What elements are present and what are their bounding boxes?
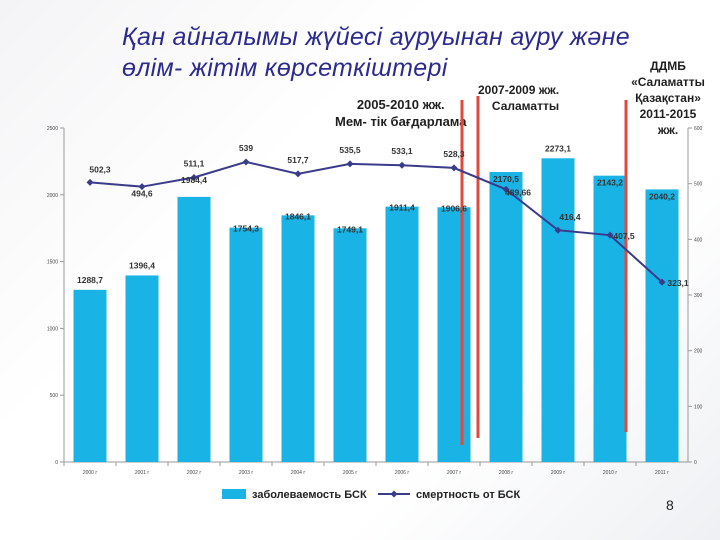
mortality-point-2009 г [554,226,562,234]
x-tick-label: 2004 г [291,470,306,476]
line-value-label: 533,1 [391,146,413,156]
line-value-label: 528,3 [443,149,465,159]
x-tick-label: 2006 г [395,470,410,476]
legend-swatch-bars [222,489,246,499]
right-tick-label: 100 [694,404,703,410]
bar-value-label: 1754,3 [233,224,259,234]
bar-value-label: 1288,7 [77,275,103,285]
left-tick-label: 500 [50,393,59,399]
mortality-point-2006 г [398,161,406,169]
data-labels-group: 1288,7 1396,4 1984,4 1754,3 1846,1 1749,1 1911… [77,143,689,288]
program-2011-2015-years: 2011-2015 [639,107,697,121]
right-tick-label: 500 [694,182,703,188]
x-tick-label: 2007 г [447,470,462,476]
bar-2002 г [177,196,211,462]
x-tick-label: 2002 г [187,470,202,476]
line-value-label: 502,3 [89,164,111,174]
page-title: Қан айналымы жүйесі ауруынан ауру және ө… [122,23,630,82]
legend-label-line: смертность от БСК [416,489,520,501]
bar-2009 г [541,158,575,462]
mortality-point-2008 г [502,185,510,193]
page-number: 8 [666,497,674,513]
dividers-group [460,96,628,445]
mortality-point-2007 г [450,164,458,172]
bar-value-label: 2273,1 [545,143,571,153]
bar-value-label: 2143,2 [597,178,623,188]
right-tick-label: 0 [694,460,697,466]
legend-label-bars: заболеваемость БСК [252,489,367,501]
left-tick-label: 0 [55,460,58,466]
line-value-label: 511,1 [184,158,205,168]
bar-2006 г [385,206,419,462]
x-tick-label: 2009 г [551,470,566,476]
line-value-label: 539 [239,143,253,153]
bar-value-label: 1984,4 [181,175,207,185]
right-tick-label: 600 [694,126,703,132]
mortality-point-2005 г [346,160,354,168]
line-value-label: 416,4 [559,212,581,222]
left-tick-label: 1000 [47,326,58,332]
program-2007-2009-annotation: 2007-2009 жж. Саламатты [478,82,559,114]
bar-value-label: 1911,4 [389,203,415,213]
bar-2008 г [489,172,523,463]
mortality-point-2010 г [606,231,614,239]
program-2011-2015-line1: «Саламатты [631,75,705,89]
bar-2007 г [437,207,471,462]
program-2011-2015-org: ДДМБ [650,59,686,73]
bar-2004 г [281,215,315,462]
mortality-point-2004 г [294,170,302,178]
bars-group [73,158,679,463]
mortality-point-2003 г [242,158,250,166]
line-value-label: 489,66 [505,187,531,197]
x-tick-label: 2005 г [343,470,358,476]
left-tick-label: 2000 [47,193,58,199]
legend-group: заболеваемость БСК смертность от БСК [222,489,520,501]
line-value-label: 407,5 [613,231,635,241]
mortality-point-2011 г [658,278,666,286]
bar-value-label: 1906,6 [441,203,467,213]
x-tick-label: 2008 г [499,470,514,476]
x-tick-label: 2010 г [603,470,618,476]
line-value-label: 535,5 [339,145,361,155]
bar-value-label: 1396,4 [129,260,155,270]
bar-2003 г [229,227,263,462]
line-value-label: 517,7 [287,155,309,165]
mortality-line [89,160,663,283]
x-tick-label: 2011 г [655,470,669,476]
left-tick-label: 2500 [47,126,58,132]
right-tick-label: 300 [694,293,703,299]
bar-2000 г [73,289,107,462]
bar-value-label: 2040,2 [649,191,675,201]
right-tick-label: 400 [694,237,703,243]
program-2011-2015-line2: Қазақстан» [635,91,701,105]
program-2005-2010-years: 2005-2010 жж. [356,97,445,112]
bar-2011 г [645,189,679,463]
mortality-point-2000 г [86,178,94,186]
program-2011-2015-annotation: ДДМБ «Саламатты Қазақстан» 2011-2015 жж. [620,58,716,138]
line-value-label: 323,1 [667,278,689,288]
right-tick-label: 200 [694,349,703,355]
x-tick-label: 2003 г [239,470,254,476]
program-2005-2010-annotation: 2005-2010 жж. Мем- тік бағдарлама [335,96,466,130]
bar-2005 г [333,228,367,462]
bar-value-label: 2170,5 [493,174,519,184]
x-tick-label: 2000 г [83,470,98,476]
bar-2001 г [125,275,159,462]
program-2011-2015-suffix: жж. [657,123,679,137]
program-2007-2009-name: Саламатты [491,99,560,113]
program-2005-2010-name: Мем- тік бағдарлама [335,114,467,129]
line-series-group [86,158,666,286]
line-value-label: 494,6 [131,189,153,199]
legend-swatch-marker [390,490,398,498]
axes-group: 0 500 1000 1500 2000 2500 0 100 200 300 400 500 600 2… [47,126,703,476]
left-tick-label: 1500 [47,260,58,266]
bar-2010 г [593,175,627,462]
bar-value-label: 1749,1 [337,224,363,234]
program-2007-2009-years: 2007-2009 жж. [478,83,560,97]
mortality-point-2001 г [138,183,146,191]
mortality-point-2002 г [190,173,198,181]
x-tick-label: 2001 г [135,470,150,476]
bar-value-label: 1846,1 [285,211,311,221]
